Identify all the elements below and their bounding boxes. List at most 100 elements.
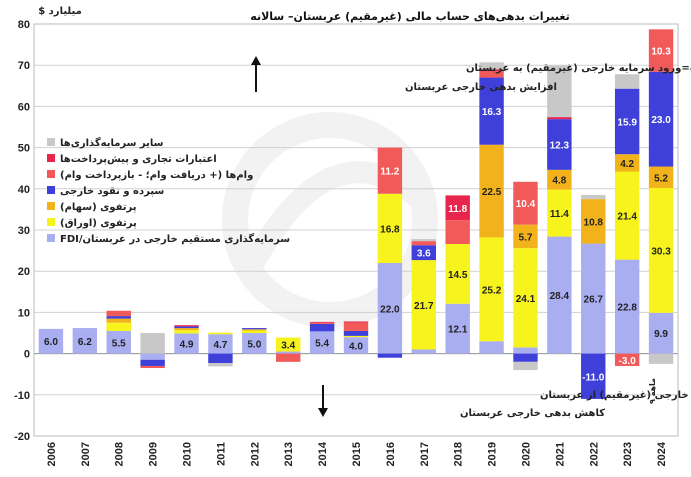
data-label-loans-2020: 10.4 (516, 199, 536, 210)
data-label-portfolio_debt-2016: 16.8 (380, 224, 400, 235)
x-tick-label: 2023 (622, 442, 634, 466)
x-tick-label: 2010 (182, 442, 194, 466)
bar-other-2023 (614, 74, 640, 89)
data-label-portfolio_equity-2022: 10.8 (584, 217, 604, 228)
data-label-fdi-2016: 22.0 (380, 304, 400, 315)
data-label-fdi-2014: 5.4 (315, 338, 329, 349)
x-tick-label: 2008 (114, 442, 126, 466)
legend-label-loans: وام‌ها (+ دریافت وام؛ - بازپرداخت وام) (60, 170, 253, 181)
legend-swatch-trade_credit (47, 154, 55, 162)
bar-fdi-2023 (614, 259, 640, 354)
data-label-portfolio_debt-2021: 11.4 (550, 209, 569, 220)
legend-label-portfolio_debt: پرتفوی (اوراق) (60, 218, 137, 229)
bar-fdi-2013 (276, 351, 301, 354)
data-label-fdi-2006: 6.0 (44, 337, 58, 348)
x-tick-group: 2008 (114, 442, 126, 466)
bar-loans-2018 (445, 220, 470, 245)
bar-portfolio_debt-2016 (377, 193, 403, 263)
x-tick-label: 2020 (520, 442, 532, 466)
bar-other-2011 (208, 363, 233, 367)
data-label-fdi-2021: 28.4 (550, 291, 570, 302)
bar-series (38, 29, 674, 399)
bar-fdi-2020 (513, 347, 538, 354)
bar-deposits-2023 (614, 88, 640, 155)
data-label-loans-2023: -3.0 (619, 356, 637, 367)
bar-portfolio_debt-2010 (174, 330, 199, 334)
data-label-portfolio_debt-2024: 30.3 (651, 246, 671, 257)
bar-fdi-2015 (343, 337, 369, 354)
y-tick-label: 70 (18, 60, 30, 72)
y-tick-label: 10 (18, 307, 30, 319)
bar-deposits-2019 (479, 77, 504, 145)
data-label-portfolio_debt-2013: 3.4 (281, 341, 295, 352)
bar-deposits-2020 (513, 353, 538, 362)
bar-fdi-2014 (309, 331, 335, 354)
bar-trade_credit-2021 (547, 117, 572, 120)
bar-portfolio_equity-2010 (174, 328, 199, 331)
x-tick-label: 2007 (80, 442, 92, 466)
y-tick-label: 40 (18, 184, 30, 196)
x-tick-label: 2016 (385, 442, 397, 466)
data-label-portfolio_equity-2023: 4.2 (620, 159, 634, 170)
bar-loans-2016 (377, 147, 403, 194)
legend-swatch-other (47, 138, 55, 146)
legend-label-other: سایر سرمایه‌گذاری‌ها (60, 136, 164, 149)
bar-fdi-2024 (648, 312, 674, 354)
bar-fdi-2008 (106, 330, 131, 354)
bar-deposits-2016 (377, 353, 403, 358)
bar-trade_credit-2015 (343, 321, 369, 323)
legend: سایر سرمایه‌گذاری‌ها اعتبارات تجاری و پیش… (47, 136, 290, 245)
bar-loans-2023 (614, 353, 640, 366)
bar-other-2024 (648, 353, 674, 364)
x-tick-group: 2017 (419, 442, 431, 466)
bar-fdi-2010 (174, 333, 199, 354)
x-axis-ticks: 2006 2007 2008 2009 2010 2011 2012 2013 2014 2015… (46, 378, 668, 467)
legend-swatch-fdi (47, 234, 55, 242)
legend-label-trade_credit: اعتبارات تجاری و پیش‌پرداخت‌ها (60, 154, 217, 165)
legend-label-fdi: سرمایه‌گذاری مستقیم خارجی در عربستان/FDI (60, 232, 290, 245)
inflow-line1: مثبت=ورود سرمایه خارجی (غیرمقیم) به عربس… (466, 63, 691, 74)
data-label-fdi-2023: 22.8 (617, 303, 637, 314)
bar-loans-2024 (648, 29, 674, 72)
x-tick-group: 2013 (283, 442, 295, 466)
data-label-loans-2024: 10.3 (651, 47, 671, 58)
bar-deposits-2011 (208, 353, 233, 364)
bar-other-2017 (411, 239, 436, 242)
data-label-fdi-2022: 26.7 (584, 295, 604, 306)
bar-portfolio_debt-2011 (208, 332, 233, 335)
legend-swatch-portfolio_equity (47, 202, 55, 210)
bar-deposits-2024 (648, 71, 674, 167)
x-tick-sublabel: ۹ ماهه (648, 378, 657, 404)
data-label-deposits-2023: 15.9 (617, 117, 637, 128)
data-label-loans-2016: 11.2 (380, 167, 399, 178)
bar-fdi-2016 (377, 262, 403, 354)
bar-portfolio_debt-2017 (411, 260, 436, 350)
bar-portfolio_debt-2020 (513, 248, 538, 348)
x-tick-group: 2021 (554, 442, 566, 466)
bar-portfolio_equity-2019 (479, 144, 504, 238)
bar-fdi-2007 (72, 328, 98, 354)
bar-portfolio_debt-2015 (343, 335, 369, 338)
bar-deposits-2009 (140, 359, 165, 366)
data-label-deposits-2019: 16.3 (482, 107, 502, 118)
data-label-trade_credit-2018: 11.8 (448, 204, 467, 215)
bar-deposits-2015 (343, 330, 369, 336)
y-axis-ticks: -20 -10 0 10 20 30 40 50 60 70 80 (14, 19, 30, 443)
inflow-line2: افزایش بدهی خارجی عربستان (405, 82, 557, 93)
bar-portfolio_debt-2018 (445, 244, 470, 304)
data-label-portfolio_equity-2021: 4.8 (552, 176, 566, 187)
bar-portfolio_equity-2022 (581, 199, 606, 244)
bar-deposits-2012 (242, 328, 267, 330)
bar-portfolio_debt-2008 (106, 322, 131, 331)
data-label-fdi-2015: 4.0 (349, 341, 363, 352)
data-label-portfolio_debt-2018: 14.5 (448, 270, 468, 281)
data-label-portfolio_equity-2019: 22.5 (482, 187, 502, 198)
x-tick-label: 2011 (215, 442, 227, 466)
bar-portfolio_debt-2021 (547, 189, 572, 237)
chart-title: تغییرات بدهی‌های حساب مالی (غیرمقیم) عرب… (250, 10, 569, 23)
bar-loans-2019 (479, 71, 504, 78)
x-tick-group: 2024 ۹ ماهه (648, 378, 668, 467)
bar-fdi-2017 (411, 349, 436, 354)
bar-trade_credit-2010 (174, 325, 199, 327)
down-arrowhead-icon (318, 408, 328, 417)
